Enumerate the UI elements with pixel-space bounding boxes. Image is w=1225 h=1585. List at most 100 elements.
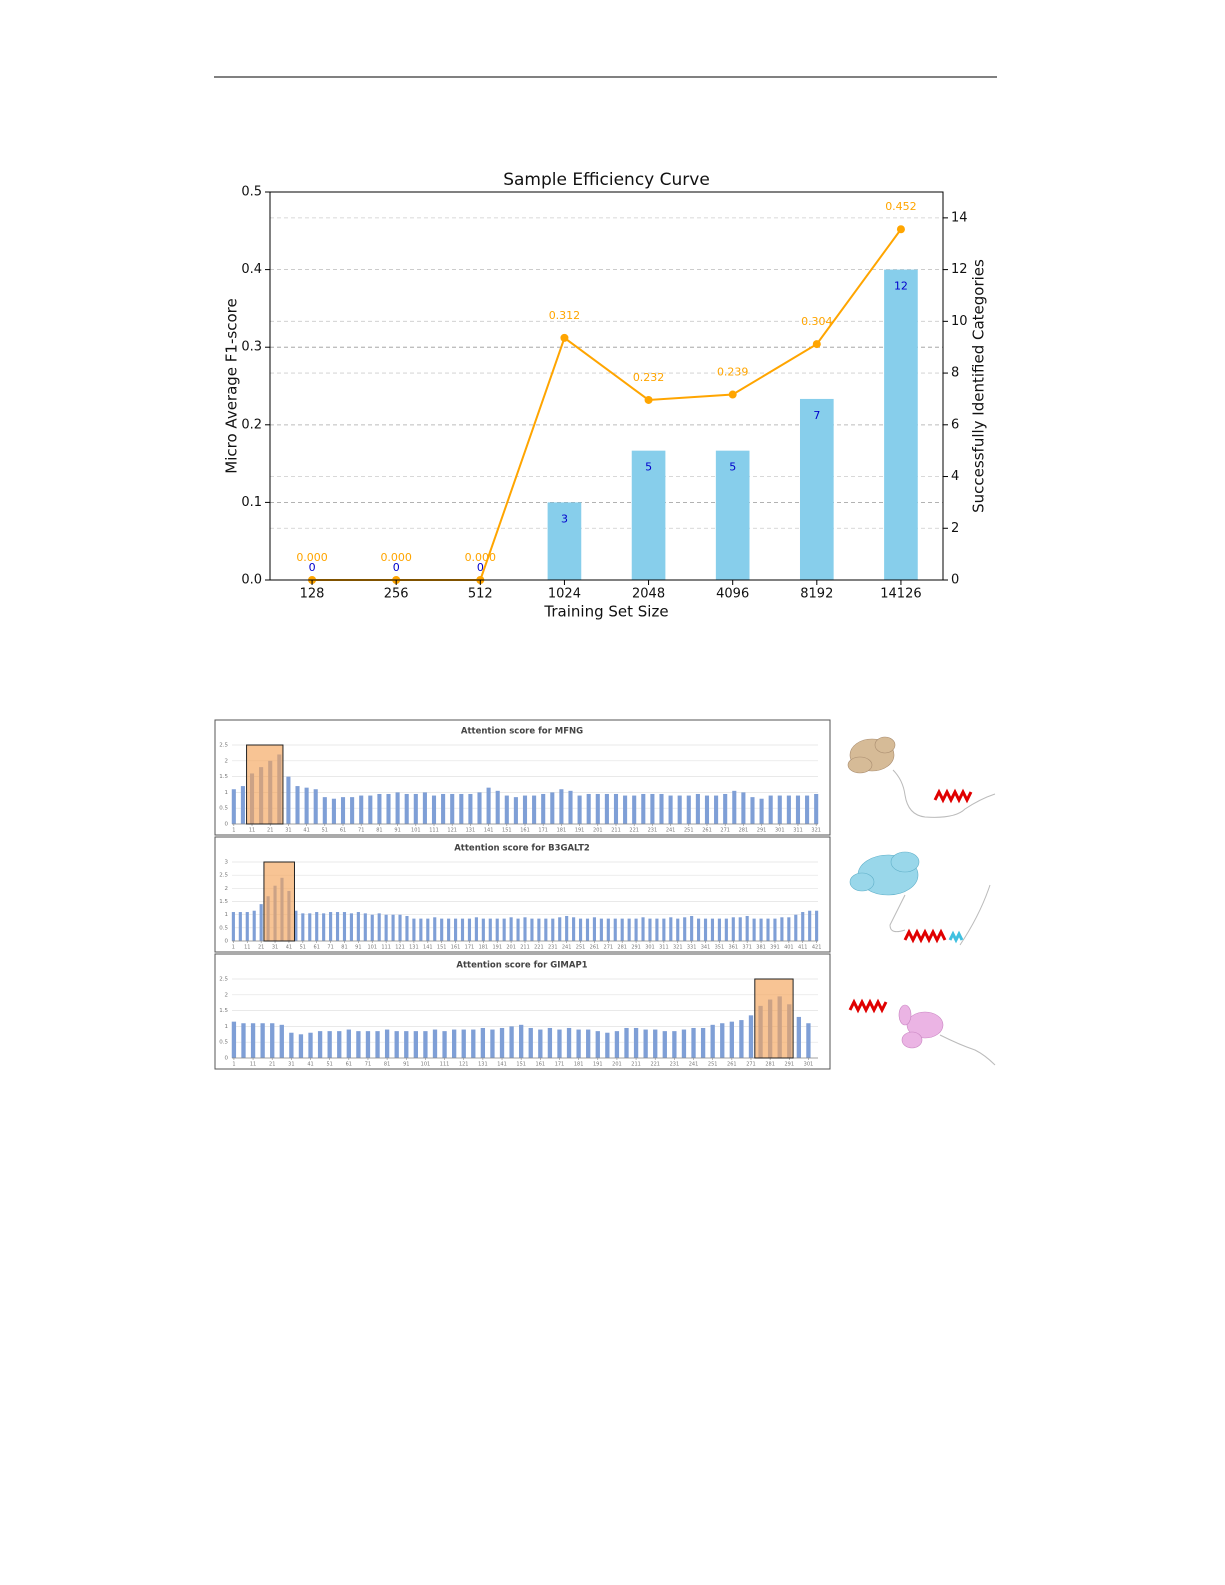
bar: [477, 792, 482, 824]
y-tick-label: 0.5: [241, 185, 262, 200]
x-tick-label: 2048: [632, 587, 665, 602]
bar: [577, 795, 582, 824]
chart-title: Attention score for GIMAP1: [456, 961, 587, 971]
x-tick-label: 281: [765, 1062, 775, 1068]
x-tick-label: 91: [394, 828, 400, 834]
bar: [627, 918, 631, 941]
bar: [786, 795, 791, 824]
x-tick-label: 141: [497, 1062, 507, 1068]
x-tick-label: 51: [326, 1062, 332, 1068]
bar: [795, 795, 801, 824]
bar: [499, 1027, 505, 1058]
x-tick-label: 221: [650, 1062, 660, 1068]
bar: [454, 918, 458, 941]
bar: [669, 917, 673, 941]
bar: [504, 795, 509, 824]
bar: [377, 913, 381, 941]
x-tick-label: 181: [557, 828, 567, 834]
x-tick-label: 211: [520, 945, 530, 951]
bar: [460, 918, 465, 941]
x-tick-label: 131: [466, 828, 476, 834]
bar: [495, 790, 500, 824]
bar: [566, 1027, 572, 1058]
bar: [337, 1031, 342, 1058]
x-tick-label: 71: [365, 1062, 371, 1068]
bar: [586, 1029, 591, 1058]
bar-label: 0: [393, 561, 400, 574]
bar: [799, 398, 834, 580]
bar: [322, 797, 327, 824]
bar: [780, 917, 784, 941]
bar: [710, 1024, 715, 1058]
y-tick-label: 0.0: [241, 573, 262, 588]
bar: [519, 1024, 524, 1058]
x-tick-label: 11: [244, 945, 250, 951]
bar-label: 12: [894, 280, 908, 293]
bar: [391, 914, 395, 941]
x-tick-label: 201: [612, 1062, 622, 1068]
x-tick-label: 241: [562, 945, 572, 951]
bar: [768, 795, 773, 824]
y-tick-label: 0.1: [241, 495, 262, 510]
x-tick-label: 271: [746, 1062, 756, 1068]
x-tick-label: 41: [307, 1062, 313, 1068]
x-tick-label: 191: [492, 945, 502, 951]
x-tick-label: 291: [785, 1062, 795, 1068]
x-tick-label: 191: [593, 1062, 603, 1068]
x-tick-label: 128: [300, 587, 325, 602]
y-tick-label: 0.2: [241, 417, 262, 432]
bar: [386, 793, 391, 824]
x-tick-label: 4096: [716, 587, 749, 602]
bar: [471, 1029, 476, 1058]
x-tick-label: 261: [702, 828, 712, 834]
line-label: 0.304: [801, 315, 833, 328]
x-tick-label: 231: [648, 828, 658, 834]
bar: [308, 913, 312, 941]
y-tick-label: 2: [225, 758, 229, 764]
bar: [327, 1031, 332, 1058]
x-tick-label: 31: [288, 1062, 294, 1068]
x-tick-label: 41: [303, 828, 309, 834]
bar: [729, 1021, 734, 1058]
x-tick-label: 321: [811, 828, 821, 834]
x-tick-label: 121: [447, 828, 457, 834]
bar: [586, 793, 591, 824]
x-tick-label: 201: [506, 945, 516, 951]
highlight-box: [246, 744, 284, 825]
bar: [599, 918, 603, 941]
bar: [714, 795, 719, 824]
x-tick-label: 1: [232, 945, 235, 951]
bar: [731, 917, 735, 941]
bar: [606, 918, 610, 941]
x-tick-label: 11: [249, 828, 255, 834]
bar: [613, 793, 619, 824]
x-axis-label: Training Set Size: [543, 603, 668, 621]
bar: [814, 793, 819, 824]
line-label: 0.000: [296, 551, 328, 564]
x-tick-label: 81: [341, 945, 347, 951]
bar: [368, 795, 373, 824]
panel: [214, 836, 831, 953]
x-tick-label: 231: [670, 1062, 680, 1068]
y-tick-label: 1: [225, 1024, 229, 1030]
x-tick-label: 211: [611, 828, 621, 834]
bar: [585, 918, 590, 941]
bar: [550, 792, 555, 824]
bar: [662, 1031, 667, 1058]
x-tick-label: 171: [555, 1062, 565, 1068]
bar: [578, 918, 583, 941]
bar: [559, 789, 564, 824]
x-tick-label: 261: [727, 1062, 737, 1068]
x-tick-label: 231: [548, 945, 558, 951]
bar: [474, 917, 478, 941]
bar: [405, 915, 409, 941]
x-tick-label: 121: [459, 1062, 469, 1068]
bar-label: 3: [561, 512, 568, 525]
bar: [231, 789, 236, 824]
x-tick-label: 281: [617, 945, 627, 951]
x-tick-label: 61: [346, 1062, 352, 1068]
line-label: 0.232: [633, 371, 665, 384]
bar: [335, 912, 340, 941]
bar: [502, 918, 506, 941]
bar: [486, 787, 491, 824]
